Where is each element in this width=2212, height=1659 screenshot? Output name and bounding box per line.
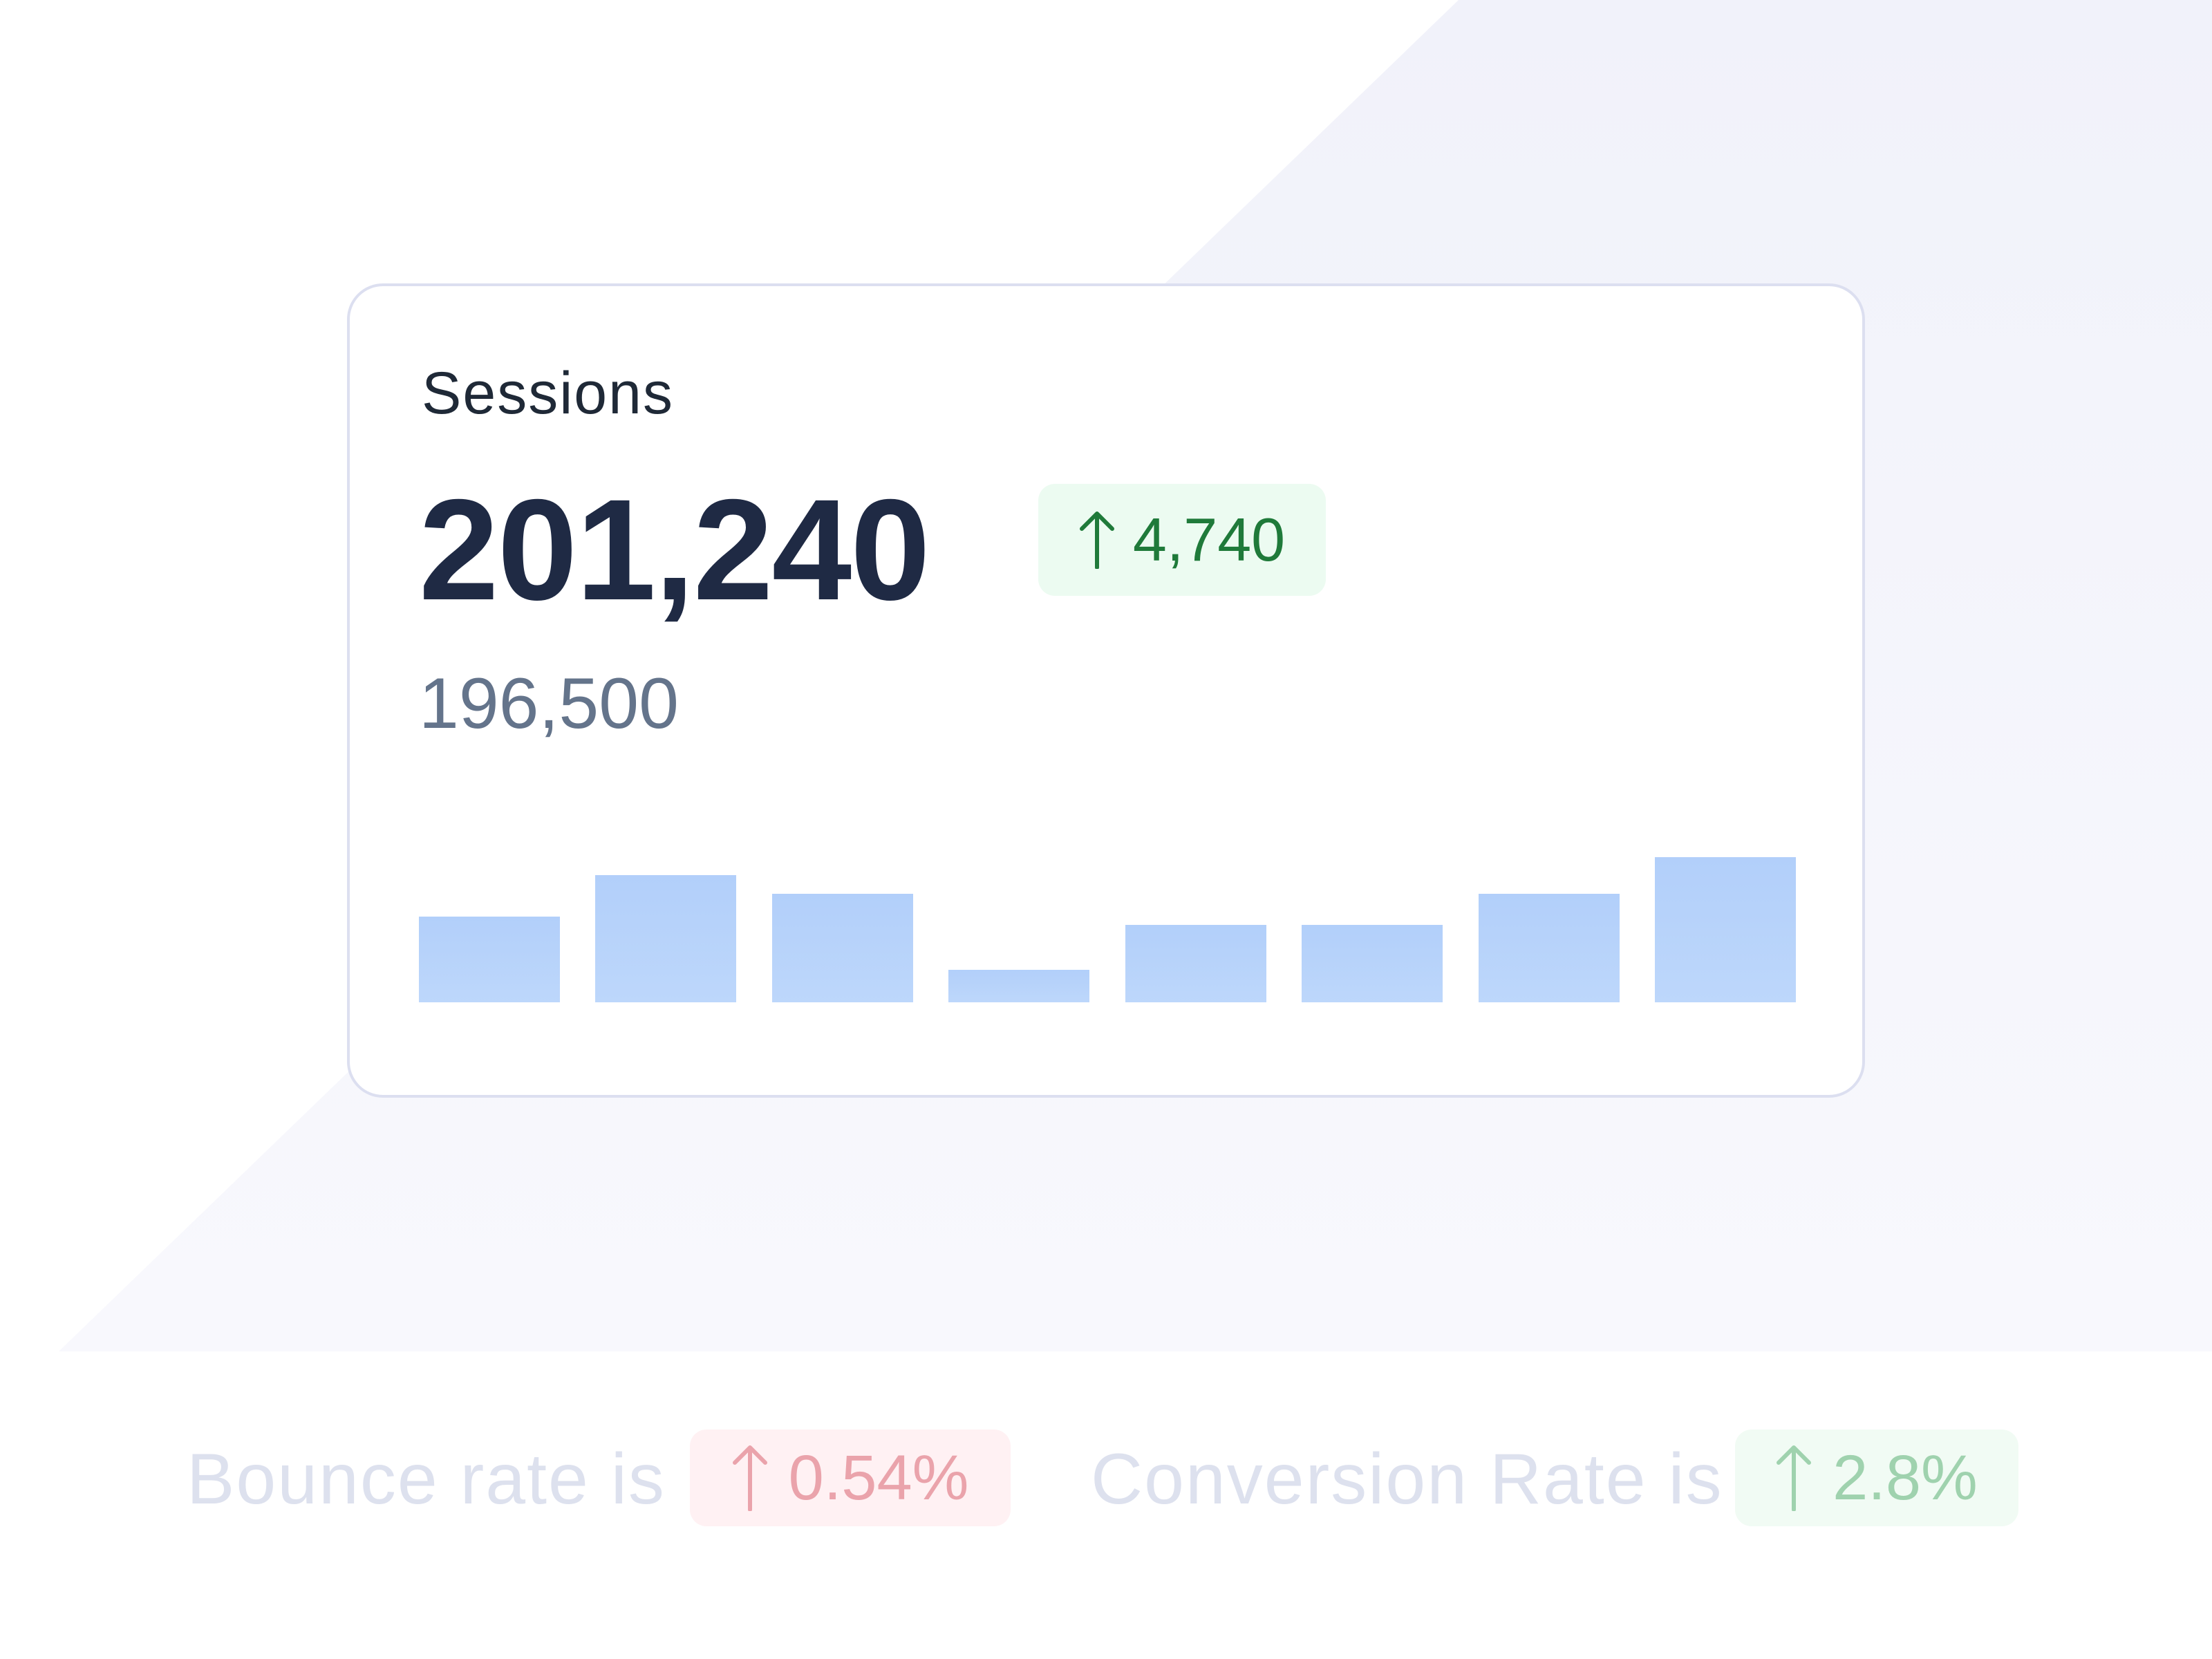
card-title: Sessions [422,360,674,427]
footer-stats: Bounce rate is 0.54% Conversion Rate is … [0,1430,2212,1540]
arrow-up-icon [1776,1445,1812,1511]
bounce-rate-badge: 0.54% [690,1430,1011,1526]
conversion-rate-value: 2.8% [1833,1443,1978,1513]
arrow-up-icon [1079,511,1115,569]
chart-bar [595,875,736,1002]
previous-value: 196,500 [419,664,679,744]
sessions-card: Sessions 201,240 4,740 196,500 [347,283,1865,1098]
delta-value: 4,740 [1132,505,1286,574]
chart-bar [1655,857,1796,1002]
conversion-rate-label: Conversion Rate is [1091,1439,1723,1519]
chart-bar [1479,894,1620,1002]
chart-bar [948,970,1089,1002]
chart-bar [1302,925,1443,1002]
bounce-rate-label: Bounce rate is [187,1439,666,1519]
chart-bar [1125,925,1266,1002]
chart-bar [419,917,560,1002]
sessions-value: 201,240 [419,470,930,630]
chart-bar [772,894,913,1002]
conversion-rate-badge: 2.8% [1735,1430,2018,1526]
bounce-rate-value: 0.54% [788,1443,969,1513]
delta-badge: 4,740 [1038,484,1326,596]
arrow-up-icon [732,1445,768,1511]
sessions-bar-chart [419,798,1796,1002]
